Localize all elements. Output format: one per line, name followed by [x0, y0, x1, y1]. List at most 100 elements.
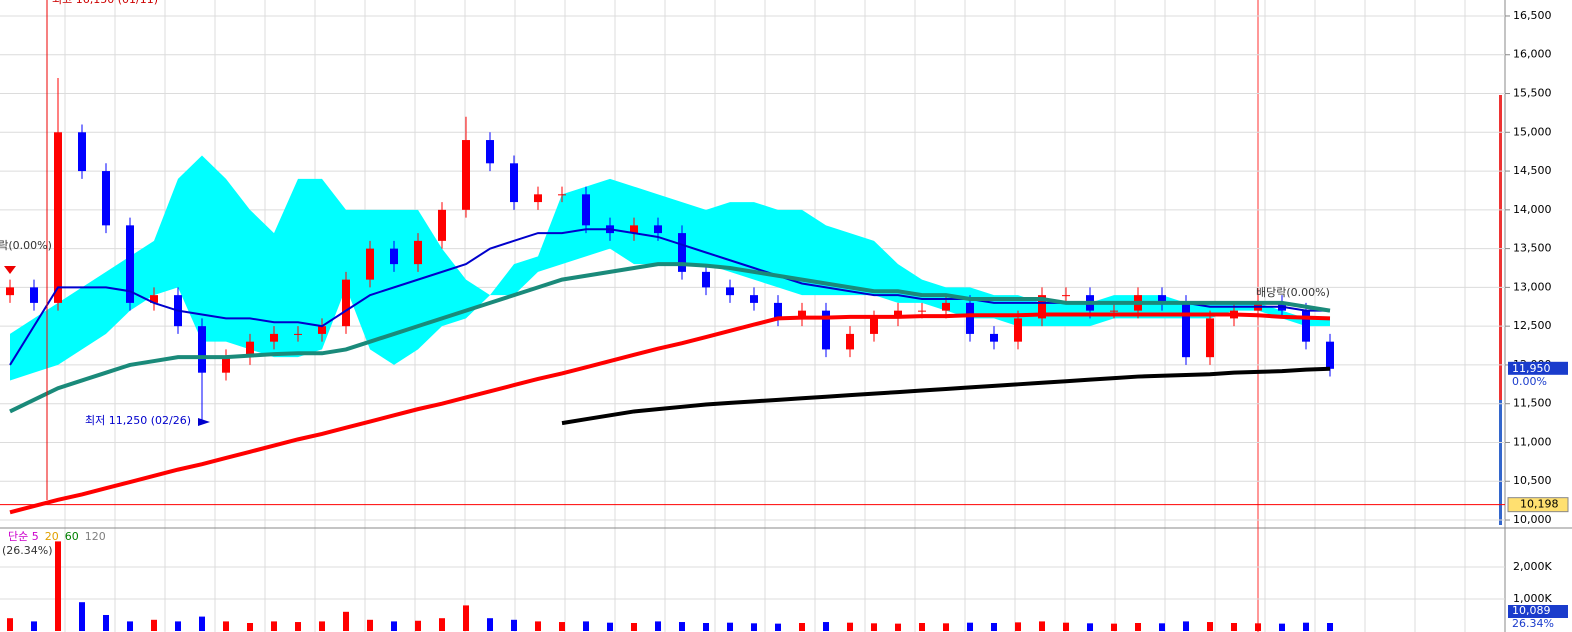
candle-body: [438, 209, 446, 241]
volume-bar: [1303, 622, 1309, 631]
annotation: 최저 11,250 (02/26): [85, 414, 191, 427]
candle-body: [510, 163, 518, 203]
volume-bar: [1255, 623, 1261, 631]
arrow: [4, 266, 16, 274]
candle-body: [918, 310, 926, 312]
candle-body: [702, 271, 710, 288]
volume-bar: [1063, 622, 1069, 631]
candle-body: [150, 295, 158, 303]
candle-body: [1158, 295, 1166, 303]
annotation: 배당락(0.00%): [1256, 286, 1330, 299]
volume-bar: [199, 616, 205, 631]
candle-body: [678, 233, 686, 272]
candle-body: [1038, 295, 1046, 319]
candle-body: [1110, 310, 1118, 312]
candle-body: [30, 287, 38, 303]
volume-bar: [1159, 623, 1165, 631]
legend-entry: 60: [65, 530, 79, 543]
candle-body: [558, 194, 566, 196]
candle-body: [1182, 302, 1190, 358]
candle-body: [1062, 295, 1070, 297]
candle-body: [390, 248, 398, 265]
volume-bar: [1015, 622, 1021, 631]
volume-bar: [823, 622, 829, 631]
candle-body: [318, 326, 326, 334]
volume-bar: [1231, 622, 1237, 631]
volume-bar: [247, 622, 253, 631]
candle-body: [1326, 341, 1334, 369]
ref-price: 10,198: [1520, 498, 1559, 511]
legend-entry: 120: [85, 530, 106, 543]
volume-bar: [607, 622, 613, 631]
candle-body: [246, 341, 254, 358]
y-tick-label: 15,000: [1513, 125, 1552, 138]
volume-bar: [775, 623, 781, 631]
candle-body: [534, 194, 542, 203]
volume-bar: [103, 614, 109, 631]
volume-bar: [367, 619, 373, 631]
moving-average: [9, 262, 1331, 414]
volume-bar: [559, 622, 565, 631]
volume-bar: [679, 622, 685, 631]
volume-bar: [751, 623, 757, 631]
volume-bar: [703, 622, 709, 631]
volume-bar: [967, 622, 973, 631]
volume-ratio: (26.34%): [2, 544, 53, 557]
volume-bar: [631, 622, 637, 631]
volume-bar: [991, 622, 997, 631]
volume-bar: [487, 618, 493, 631]
y-tick-label: 10,000: [1513, 513, 1552, 526]
candle-body: [846, 333, 854, 350]
candle-body: [462, 140, 470, 210]
candle-body: [654, 225, 662, 234]
volume-bar: [319, 621, 325, 631]
y-tick-label: 13,500: [1513, 242, 1552, 255]
volume-bar: [151, 619, 157, 631]
current-price: 11,950: [1512, 362, 1551, 375]
candle-body: [966, 302, 974, 334]
volume-bar: [847, 622, 853, 631]
candle-body: [798, 310, 806, 319]
volume-bar: [127, 621, 133, 631]
volume-bar: [415, 620, 421, 631]
volume-bar: [1111, 623, 1117, 631]
volume-bar: [463, 605, 469, 631]
candle-body: [942, 302, 950, 311]
volume-last: 10,089: [1512, 604, 1551, 617]
legend-entry: 단순 5: [8, 530, 39, 543]
volume-bar: [1207, 622, 1213, 631]
y-tick-label: 1,000K: [1513, 592, 1552, 605]
y-tick-label: 11,000: [1513, 435, 1552, 448]
volume-bar: [31, 621, 37, 631]
candle-body: [990, 333, 998, 342]
volume-bar: [943, 623, 949, 631]
candle-body: [726, 287, 734, 296]
y-tick-label: 10,500: [1513, 474, 1552, 487]
candle-body: [750, 295, 758, 303]
candle-body: [870, 318, 878, 334]
candle-body: [366, 248, 374, 280]
y-tick-label: 12,500: [1513, 319, 1552, 332]
legend-entry: 20: [45, 530, 59, 543]
price-box: [1508, 361, 1568, 375]
volume-bar: [895, 623, 901, 631]
candle-body: [630, 225, 638, 234]
candle-body: [126, 225, 134, 303]
y-tick-label: 15,500: [1513, 87, 1552, 100]
range-bar: [1499, 400, 1502, 525]
volume-bar: [295, 622, 301, 631]
annotation: 배당락(0.00%): [0, 239, 52, 252]
candle-body: [1014, 318, 1022, 342]
volume-bar: [799, 622, 805, 631]
volume-bar: [1327, 622, 1333, 631]
volume-bar: [343, 611, 349, 631]
ichimoku-cloud: [10, 155, 1330, 381]
y-tick-label: 14,500: [1513, 164, 1552, 177]
volume-box: [1508, 605, 1568, 618]
candle-body: [270, 333, 278, 342]
volume-bar: [439, 618, 445, 631]
volume-bar: [655, 621, 661, 631]
candle-body: [78, 132, 86, 172]
y-tick-label: 2,000K: [1513, 560, 1552, 573]
